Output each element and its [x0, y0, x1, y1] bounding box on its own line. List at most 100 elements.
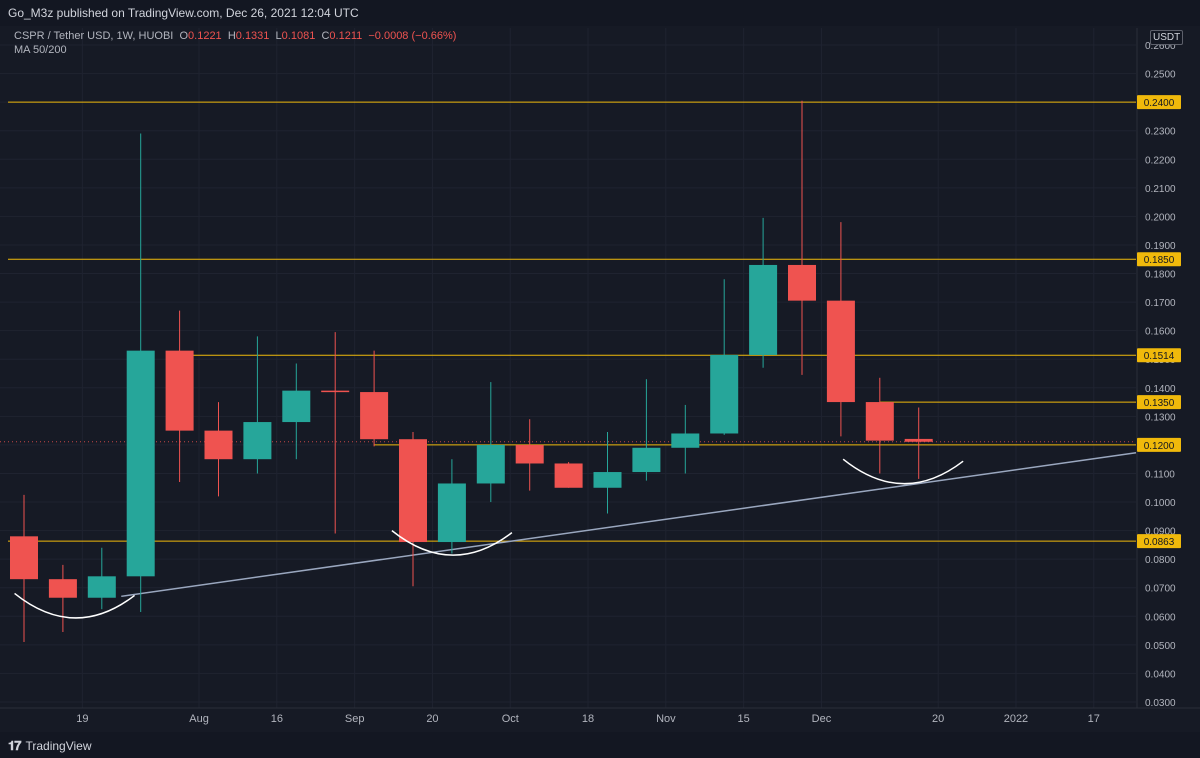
candle [904, 407, 933, 479]
candle [554, 462, 583, 488]
candle [87, 547, 116, 610]
time-tick-label: Aug [189, 713, 209, 725]
candle-body [632, 447, 661, 473]
candle [593, 432, 622, 514]
open-value: 0.1221 [188, 30, 222, 42]
time-tick-label: 15 [738, 713, 750, 725]
price-tick-label: 0.0300 [1145, 698, 1176, 709]
trendline [121, 452, 1137, 598]
candle-body [399, 439, 427, 543]
candles [10, 100, 933, 643]
indicator-label[interactable]: MA 50/200 [14, 44, 67, 56]
candle-body [788, 264, 816, 301]
price-tick-label: 0.0500 [1145, 641, 1176, 652]
low-value: 0.1081 [281, 30, 316, 42]
candle-body [826, 300, 855, 403]
price-tick-label: 0.1100 [1145, 469, 1175, 480]
level-price-text: 0.1200 [1144, 441, 1175, 452]
candle-body [904, 438, 933, 442]
candle-body [360, 392, 389, 440]
candle [10, 494, 38, 643]
tradingview-brand: TradingView [25, 739, 92, 753]
candle [710, 279, 739, 435]
time-tick-label: 19 [76, 713, 88, 725]
close-key: C [321, 30, 330, 42]
candle [476, 382, 505, 503]
time-tick-label: 18 [582, 713, 594, 725]
tradingview-logo[interactable]: 𝟏𝟕 TradingView [8, 738, 92, 754]
candle-body [321, 390, 350, 393]
chart-pane[interactable] [0, 26, 1200, 732]
candle-body [165, 350, 194, 431]
ohlc-legend: CSPR / Tether USD, 1W, HUOBI O0.1221 H0.… [14, 30, 456, 42]
candle [282, 363, 311, 460]
price-tick-label: 0.1400 [1145, 384, 1176, 395]
price-tick-label: 0.1300 [1145, 412, 1176, 423]
time-tick-label: Dec [812, 713, 832, 725]
candle-body [671, 433, 700, 448]
candle-body [710, 354, 739, 434]
candle [788, 100, 816, 375]
price-tick-label: 0.1600 [1145, 327, 1176, 338]
time-axis: 19 Aug 16 Sep 20 Oct 18 Nov 15 Dec 20 2022 17 [76, 713, 1100, 725]
level-price-tag [1137, 437, 1181, 452]
candle-body [126, 350, 155, 577]
price-tick-label: 0.1700 [1145, 298, 1176, 309]
time-tick-label: Oct [502, 713, 519, 725]
candle [360, 350, 389, 447]
candle [399, 432, 427, 587]
level-price-text: 0.1850 [1144, 255, 1175, 266]
high-key: H [227, 30, 236, 42]
grid-lines [0, 28, 1136, 708]
low-key: L [275, 30, 282, 42]
candle [515, 419, 544, 491]
candle [826, 222, 855, 437]
price-tick-label: 0.2000 [1145, 212, 1176, 223]
candle-body [10, 536, 38, 580]
time-tick-label: Nov [656, 713, 676, 725]
candle-body [87, 576, 116, 598]
candle [632, 379, 661, 481]
price-tick-label: 0.1000 [1145, 498, 1176, 509]
price-tick-label: 0.0800 [1145, 555, 1176, 566]
candle [749, 217, 778, 368]
time-tick-label: 20 [426, 713, 438, 725]
price-tick-label: 0.0900 [1145, 527, 1176, 538]
price-tick-label: 0.2100 [1145, 184, 1176, 195]
level-price-tag [1137, 348, 1181, 363]
candle-body [865, 402, 894, 441]
arc-annotation [391, 530, 513, 556]
level-price-labels: 0.2400 0.1850 0.1514 0.1350 0.1200 0.0863 [1137, 95, 1181, 549]
currency-badge[interactable]: USDT [1150, 30, 1184, 45]
candle-body [243, 422, 272, 460]
change-value: −0.0008 (−0.66%) [368, 30, 457, 42]
price-tick-label: 0.1900 [1145, 241, 1176, 252]
high-value: 0.1331 [235, 30, 270, 42]
price-tick-label: 0.0400 [1145, 669, 1176, 680]
candle-body [282, 390, 311, 423]
open-key: O [179, 30, 189, 42]
candle [204, 402, 233, 497]
footer-bar [0, 732, 1200, 758]
candle-body [48, 579, 77, 598]
indicator-legend[interactable]: MA 50/200 [14, 44, 67, 56]
symbol-label[interactable]: CSPR / Tether USD, 1W, HUOBI [14, 30, 174, 42]
level-lines [8, 101, 1136, 542]
price-axis: 0.0300 0.0400 0.0500 0.0600 0.0700 0.0800 0.09… [1145, 41, 1176, 709]
candle-body [554, 463, 583, 488]
candle-body [515, 444, 544, 464]
level-price-text: 0.0863 [1144, 537, 1175, 548]
time-tick-label: 20 [932, 713, 944, 725]
candle-body [593, 472, 622, 488]
level-price-tag [1137, 534, 1181, 549]
time-tick-label: 2022 [1004, 713, 1028, 725]
candle-body [749, 264, 778, 355]
level-price-tag [1137, 395, 1181, 410]
level-price-tag [1137, 252, 1181, 267]
time-tick-label: 17 [1088, 713, 1100, 725]
candle-body [204, 430, 233, 460]
level-price-text: 0.1514 [1144, 351, 1175, 362]
candle [321, 332, 350, 534]
arc-annotation [14, 592, 136, 619]
